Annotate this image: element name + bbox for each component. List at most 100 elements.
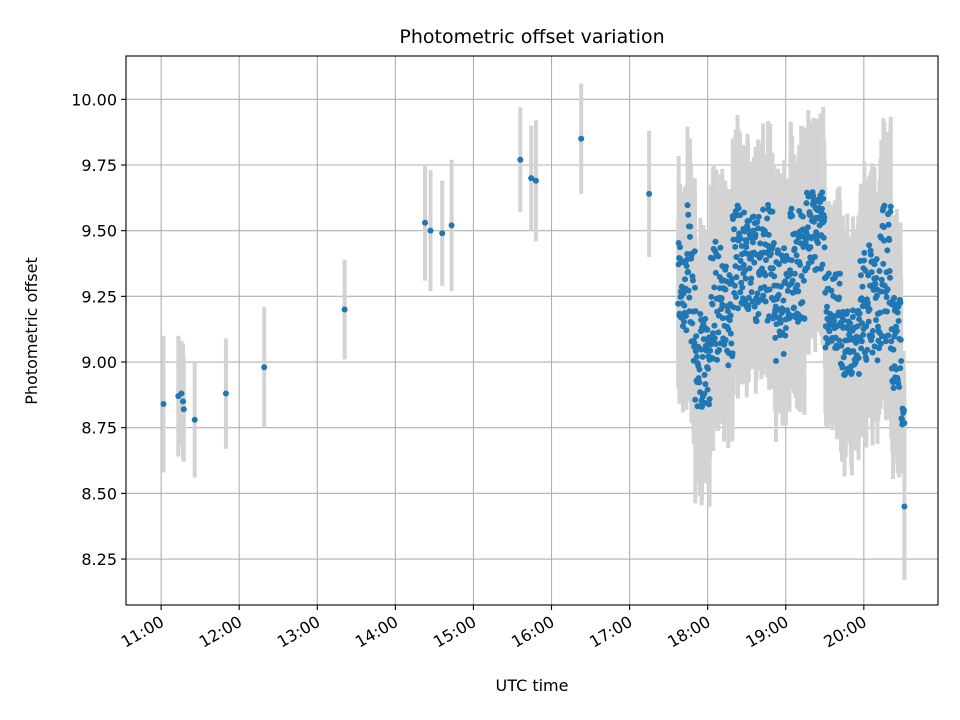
data-point bbox=[893, 327, 900, 334]
data-point bbox=[712, 341, 719, 348]
data-point bbox=[745, 294, 752, 301]
data-point bbox=[755, 213, 762, 220]
x-tick-label: 13:00 bbox=[274, 612, 323, 652]
data-point bbox=[883, 308, 890, 315]
data-point bbox=[901, 420, 908, 427]
data-point bbox=[769, 208, 776, 215]
data-point bbox=[869, 349, 876, 356]
data-point bbox=[764, 215, 771, 222]
data-point bbox=[857, 272, 864, 279]
data-point bbox=[798, 273, 805, 280]
data-point bbox=[708, 293, 715, 300]
data-point bbox=[750, 239, 757, 246]
data-point bbox=[683, 327, 690, 334]
data-point bbox=[689, 277, 696, 284]
data-point bbox=[737, 289, 744, 296]
data-point bbox=[850, 348, 857, 355]
y-tick-label: 8.25 bbox=[81, 550, 117, 569]
data-point bbox=[677, 244, 684, 251]
data-point bbox=[836, 294, 843, 301]
y-axis-label: Photometric offset bbox=[22, 257, 41, 405]
data-point bbox=[741, 209, 748, 216]
data-point bbox=[684, 202, 691, 209]
data-point bbox=[222, 390, 229, 397]
data-point bbox=[866, 242, 873, 249]
data-point bbox=[829, 312, 836, 319]
data-point bbox=[722, 286, 729, 293]
y-tick-label: 9.75 bbox=[81, 156, 117, 175]
data-point bbox=[887, 208, 894, 215]
data-point bbox=[747, 234, 754, 241]
data-point bbox=[689, 320, 696, 327]
data-point bbox=[811, 253, 818, 260]
data-point bbox=[705, 365, 712, 372]
data-point bbox=[745, 226, 752, 233]
data-point bbox=[881, 237, 888, 244]
data-point bbox=[894, 309, 901, 316]
data-point bbox=[782, 332, 789, 339]
data-point bbox=[751, 303, 758, 310]
data-point bbox=[762, 298, 769, 305]
data-point bbox=[727, 330, 734, 337]
data-point bbox=[769, 265, 776, 272]
data-point bbox=[704, 326, 711, 333]
data-point bbox=[774, 247, 781, 254]
data-point bbox=[856, 310, 863, 317]
x-tick-label: 12:00 bbox=[196, 612, 245, 652]
data-point bbox=[878, 276, 885, 283]
data-point bbox=[743, 244, 750, 251]
data-point bbox=[726, 317, 733, 324]
data-point bbox=[742, 275, 749, 282]
x-axis-label: UTC time bbox=[496, 676, 569, 695]
data-point bbox=[896, 383, 903, 390]
data-point bbox=[687, 223, 694, 230]
x-tick-label: 14:00 bbox=[352, 612, 401, 652]
data-point bbox=[897, 365, 904, 372]
data-point bbox=[727, 312, 734, 319]
data-point bbox=[704, 386, 711, 393]
data-point bbox=[800, 277, 807, 284]
data-point bbox=[804, 224, 811, 231]
data-point bbox=[861, 257, 868, 264]
data-point bbox=[517, 156, 524, 163]
data-point bbox=[854, 323, 861, 330]
data-point bbox=[873, 275, 880, 282]
data-point bbox=[715, 253, 722, 260]
data-point bbox=[439, 230, 446, 237]
data-point bbox=[871, 261, 878, 268]
data-point bbox=[714, 356, 721, 363]
x-tick-label: 18:00 bbox=[664, 612, 713, 652]
y-tick-label: 9.00 bbox=[81, 353, 117, 372]
x-tick-label: 15:00 bbox=[430, 612, 479, 652]
data-point bbox=[867, 251, 874, 258]
data-point bbox=[874, 357, 881, 364]
x-tick-label: 19:00 bbox=[742, 612, 791, 652]
data-point bbox=[830, 317, 837, 324]
data-point bbox=[895, 318, 902, 325]
data-point bbox=[793, 252, 800, 259]
data-point bbox=[685, 211, 692, 218]
data-point bbox=[882, 338, 889, 345]
y-tick-label: 8.75 bbox=[81, 419, 117, 438]
data-point bbox=[897, 299, 904, 306]
data-point bbox=[821, 214, 828, 221]
data-point bbox=[795, 288, 802, 295]
data-point bbox=[707, 347, 714, 354]
data-point bbox=[789, 212, 796, 219]
data-point bbox=[719, 315, 726, 322]
data-point bbox=[794, 282, 801, 289]
data-point bbox=[755, 310, 762, 317]
data-point bbox=[683, 262, 690, 269]
data-point bbox=[682, 313, 689, 320]
data-point bbox=[848, 369, 855, 376]
data-point bbox=[762, 256, 769, 263]
data-point bbox=[341, 306, 348, 313]
data-point bbox=[861, 249, 868, 256]
errorbar-layer bbox=[161, 83, 907, 581]
data-point bbox=[858, 345, 865, 352]
data-point bbox=[772, 358, 779, 365]
data-point bbox=[855, 355, 862, 362]
data-point bbox=[179, 398, 186, 405]
data-point bbox=[862, 267, 869, 274]
